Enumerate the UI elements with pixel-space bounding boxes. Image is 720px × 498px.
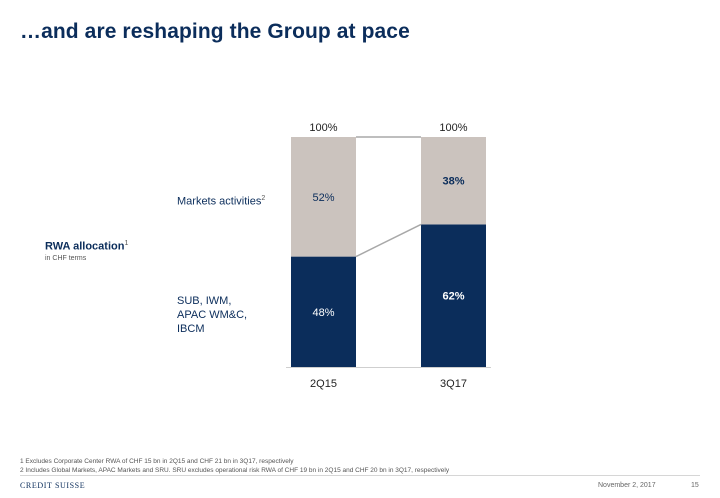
footnote-1: 1 Excludes Corporate Center RWA of CHF 1…: [20, 458, 294, 465]
bar-2Q15-sub-iwm: [291, 256, 356, 367]
rwa-subtitle: in CHF terms: [45, 254, 87, 262]
credit-suisse-logo: CREDIT SUISSE: [20, 481, 86, 490]
total-label-3Q17: 100%: [439, 122, 467, 134]
bar-3Q17-sub-iwm: [421, 224, 486, 367]
x-tick-2Q15: 2Q15: [310, 378, 337, 390]
bar-3Q17-markets: [421, 137, 486, 225]
total-label-2Q15: 100%: [309, 122, 337, 134]
connector-middle: [355, 223, 422, 258]
footnotes: 1 Excludes Corporate Center RWA of CHF 1…: [20, 457, 449, 475]
value-label-2Q15-markets: 52%: [312, 192, 334, 204]
footnote-2: 2 Includes Global Markets, APAC Markets …: [20, 467, 450, 474]
footer-date: November 2, 2017: [598, 482, 656, 489]
footer: CREDIT SUISSE November 2, 2017 15: [0, 472, 720, 498]
x-tick-3Q17: 3Q17: [440, 378, 467, 390]
rwa-allocation-label: RWA allocation1 in CHF terms: [45, 240, 128, 262]
legend-markets-activities: Markets activities2: [177, 195, 266, 208]
slide-title: …and are reshaping the Group at pace: [20, 20, 410, 43]
rwa-title: RWA allocation1: [45, 240, 129, 253]
bar-2Q15-markets: [291, 137, 356, 257]
legend-sub-iwm: SUB, IWM, APAC WM&C, IBCM: [177, 294, 277, 336]
value-label-2Q15-sub-iwm: 48%: [312, 307, 334, 319]
value-label-3Q17-markets: 38%: [442, 176, 464, 188]
rwa-footnote-marker: 1: [124, 240, 129, 247]
page-number: 15: [691, 482, 699, 489]
value-label-3Q17-sub-iwm: 62%: [442, 291, 464, 303]
footer-divider: [20, 475, 700, 476]
legend-sub-iwm-text: SUB, IWM, APAC WM&C, IBCM: [177, 295, 248, 335]
